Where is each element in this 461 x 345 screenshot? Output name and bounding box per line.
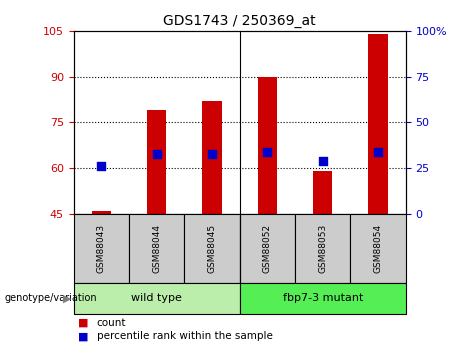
Bar (258, 77, 277, 214)
Point (374, 149, 382, 155)
Text: ▶: ▶ (63, 294, 71, 303)
Bar (313, 171, 332, 214)
Bar (350, 214, 406, 283)
Bar (295, 214, 350, 283)
Text: GSM88054: GSM88054 (373, 224, 383, 273)
Text: ■: ■ (78, 318, 89, 327)
Text: GSM88053: GSM88053 (318, 224, 327, 273)
Bar (129, 214, 184, 283)
Bar (240, 283, 406, 314)
Bar (92, 211, 111, 214)
Point (208, 151, 216, 156)
Text: count: count (97, 318, 126, 327)
Point (153, 151, 160, 156)
Point (319, 158, 326, 164)
Point (264, 149, 271, 155)
Bar (368, 34, 388, 214)
Text: GSM88052: GSM88052 (263, 224, 272, 273)
Bar (74, 214, 129, 283)
Text: GDS1743 / 250369_at: GDS1743 / 250369_at (163, 14, 316, 28)
Text: ■: ■ (78, 332, 89, 341)
Point (98, 164, 105, 169)
Bar (202, 101, 222, 214)
Text: GSM88043: GSM88043 (97, 224, 106, 273)
Text: GSM88044: GSM88044 (152, 224, 161, 273)
Bar (240, 214, 295, 283)
Text: genotype/variation: genotype/variation (5, 294, 97, 303)
Bar (147, 110, 166, 214)
Text: GSM88045: GSM88045 (207, 224, 217, 273)
Bar (74, 283, 240, 314)
Text: fbp7-3 mutant: fbp7-3 mutant (283, 294, 363, 303)
Text: wild type: wild type (131, 294, 182, 303)
Text: percentile rank within the sample: percentile rank within the sample (97, 332, 273, 341)
Bar (184, 214, 240, 283)
